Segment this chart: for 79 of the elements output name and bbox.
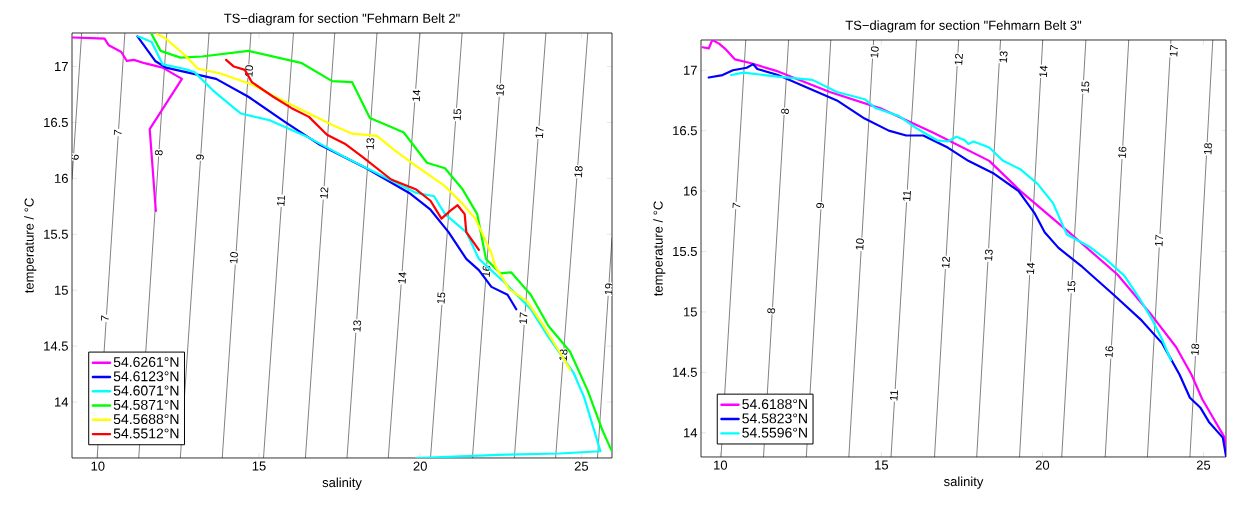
annotation: 17	[535, 126, 544, 139]
line-series	[72, 36, 184, 212]
annotation: 17	[1155, 234, 1163, 247]
annotation: 7	[100, 315, 109, 321]
x-tick-label: 20	[1035, 460, 1050, 470]
annotation: 16	[496, 84, 505, 96]
annotation: 10	[870, 46, 879, 58]
x-tick-label: 25	[1196, 460, 1211, 470]
annotation: 10	[855, 238, 864, 250]
annotation: 13	[366, 138, 375, 150]
y-tick-label: 17	[55, 62, 68, 72]
annotation: 10	[229, 252, 238, 264]
y-axis-title: temperature / °C	[653, 201, 666, 297]
legend-label: 54.5688°N	[113, 414, 179, 425]
annotation: 16	[1118, 146, 1127, 158]
x-tick-label: 20	[413, 461, 427, 471]
legend-label: 54.5596°N	[742, 427, 807, 438]
y-tick-label: 16.5	[44, 117, 68, 128]
annotation: 15	[1067, 281, 1076, 293]
annotation: 11	[276, 195, 286, 206]
annotation: 12	[954, 53, 963, 65]
annotation: 11	[902, 190, 911, 202]
annotation: 8	[767, 308, 776, 314]
chart-title: TS−diagram for section "Fehmarn Belt 3"	[845, 20, 1082, 33]
legend-label: 54.6071°N	[113, 385, 179, 396]
annotation: 15	[1081, 81, 1090, 93]
annotation: 11	[889, 390, 899, 401]
annotation: 18	[1191, 343, 1200, 355]
y-tick-label: 14	[55, 397, 69, 407]
y-tick-label: 17	[684, 65, 697, 75]
annotation: 13	[999, 51, 1008, 63]
annotation: 7	[732, 202, 741, 208]
y-tick-label: 16	[55, 173, 68, 183]
line-series	[136, 35, 518, 311]
y-tick-label: 15	[55, 285, 68, 295]
legend-label: 54.6123°N	[113, 371, 179, 382]
annotation: 14	[1026, 262, 1035, 274]
legend-label: 54.6188°N	[742, 399, 807, 410]
annotation: 12	[320, 187, 329, 199]
annotation: 9	[196, 154, 204, 160]
y-tick-label: 15	[684, 307, 697, 317]
annotation: 8	[781, 108, 789, 115]
annotation: 13	[984, 249, 993, 261]
annotation: 18	[1203, 143, 1213, 155]
y-tick-label: 16.5	[673, 126, 697, 136]
x-tick-label: 10	[91, 461, 105, 471]
x-tick-label: 15	[252, 461, 266, 471]
annotation: 13	[353, 320, 362, 332]
annotation: 15	[437, 292, 446, 304]
legend-label: 54.5512°N	[113, 428, 179, 439]
legend-label: 54.5823°N	[742, 413, 807, 424]
y-tick-label: 14.5	[673, 367, 697, 377]
annotation: 14	[412, 89, 421, 102]
annotation: 17	[1169, 45, 1178, 57]
annotation: 14	[398, 272, 407, 284]
y-tick-label: 15.5	[673, 246, 697, 257]
chart-title: TS−diagram for section "Fehmarn Belt 2"	[224, 13, 460, 26]
annotation: 12	[941, 256, 951, 268]
annotation: 15	[453, 109, 462, 121]
line-series	[225, 58, 480, 252]
annotation: 7	[113, 129, 122, 135]
annotation: 16	[1105, 346, 1114, 358]
y-tick-label: 15.5	[44, 229, 68, 239]
y-tick-label: 14.5	[44, 341, 68, 351]
annotation: 8	[154, 150, 163, 156]
legend-label: 54.5871°N	[113, 399, 179, 410]
annotation: 17	[519, 312, 528, 324]
legend-label: 54.6261°N	[113, 357, 179, 367]
y-axis-title: temperature / °C	[24, 198, 37, 294]
x-tick-label: 25	[574, 461, 589, 471]
x-tick-label: 10	[714, 460, 728, 470]
x-axis-title: salinity	[943, 476, 984, 489]
x-tick-label: 15	[875, 460, 889, 470]
annotation: 14	[1039, 65, 1048, 77]
y-tick-label: 16	[684, 186, 697, 196]
x-axis-title: salinity	[322, 477, 362, 490]
y-tick-label: 14	[684, 428, 698, 438]
annotation: 9	[816, 203, 825, 209]
annotation: 18	[574, 166, 583, 178]
